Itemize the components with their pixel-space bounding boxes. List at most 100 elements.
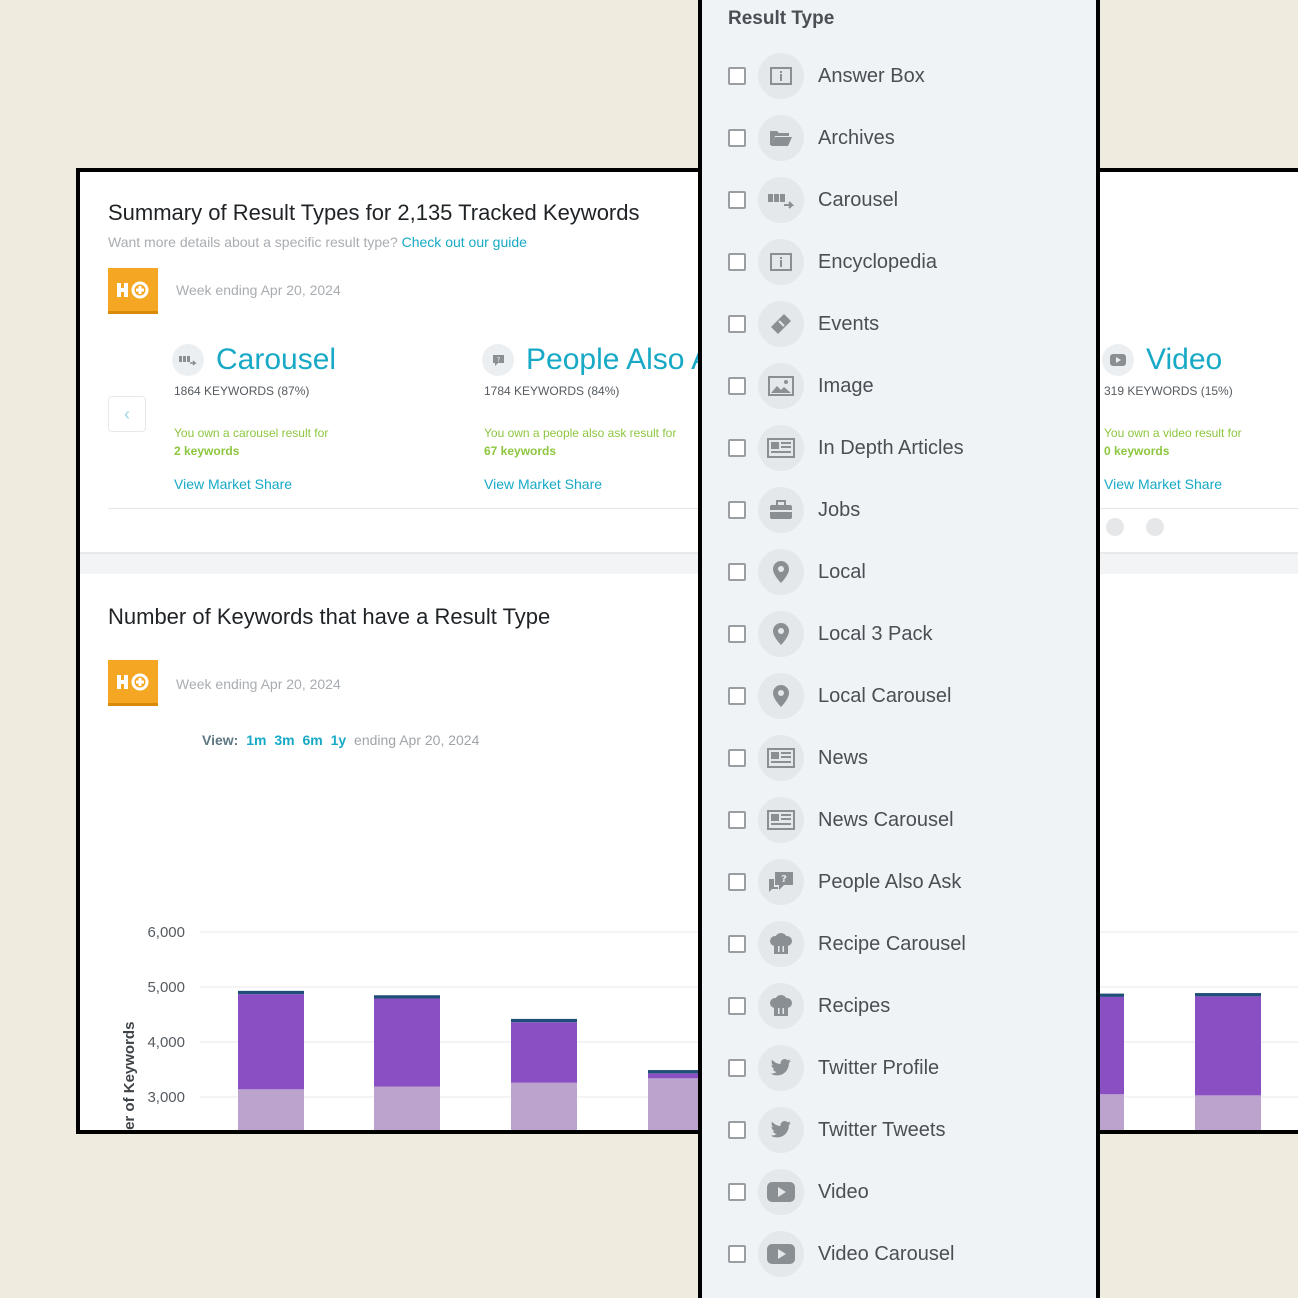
filter-label: News Carousel: [818, 808, 954, 831]
view-6m-button[interactable]: 6m: [302, 732, 323, 748]
filter-label: Recipes: [818, 994, 891, 1017]
filter-checkbox[interactable]: [728, 129, 746, 147]
filter-label: Local Carousel: [818, 684, 952, 707]
guide-link[interactable]: Check out our guide: [401, 234, 527, 250]
carousel-icon: [758, 177, 804, 223]
card-keywords: 319 KEYWORDS (15%): [1104, 384, 1233, 398]
view-3m-button[interactable]: 3m: [274, 732, 295, 748]
filter-checkbox[interactable]: [728, 1059, 746, 1077]
briefcase-icon: [758, 487, 804, 533]
pagination-dot[interactable]: [1146, 518, 1164, 536]
card-title[interactable]: Carousel: [216, 343, 337, 376]
play-icon: [758, 1231, 804, 1277]
filter-checkbox[interactable]: [728, 439, 746, 457]
view-market-share-link[interactable]: View Market Share: [1104, 476, 1223, 492]
play-icon: [758, 1169, 804, 1215]
y-tick-label: 6,000: [147, 924, 185, 941]
view-label: View:: [202, 732, 239, 748]
twitter-icon: [758, 1107, 804, 1153]
carousel-prev-button[interactable]: ‹: [108, 396, 146, 432]
filter-item-archives[interactable]: Archives: [728, 114, 895, 162]
filter-checkbox[interactable]: [728, 191, 746, 209]
bar-segment: [374, 1086, 440, 1130]
newspaper-icon: [758, 735, 804, 781]
filter-item-events[interactable]: Events: [728, 300, 879, 348]
filter-item-carousel[interactable]: Carousel: [728, 176, 898, 224]
section-divider: [80, 552, 1298, 574]
view-market-share-link[interactable]: View Market Share: [174, 476, 293, 492]
filter-item-video-carousel[interactable]: Video Carousel: [728, 1230, 954, 1278]
bar-segment: [511, 1022, 577, 1083]
filter-item-local-carousel[interactable]: Local Carousel: [728, 672, 951, 720]
card-title[interactable]: Video: [1146, 343, 1223, 376]
filter-item-local[interactable]: Local: [728, 548, 866, 596]
pagination-dot[interactable]: [1106, 518, 1124, 536]
filter-checkbox[interactable]: [728, 749, 746, 767]
filter-checkbox[interactable]: [728, 377, 746, 395]
filter-item-people-also-ask[interactable]: ? People Also Ask: [728, 858, 961, 906]
card-own-count: 2 keywords: [174, 444, 240, 458]
bar-segment: [648, 1070, 714, 1074]
filter-label: Local 3 Pack: [818, 622, 933, 645]
view-1m-button[interactable]: 1m: [246, 732, 267, 748]
filter-label: Events: [818, 312, 880, 335]
filter-item-video[interactable]: Video: [728, 1168, 869, 1216]
ticket-icon: [758, 301, 804, 347]
filter-checkbox[interactable]: [728, 67, 746, 85]
filter-checkbox[interactable]: [728, 563, 746, 581]
card-keywords: 1784 KEYWORDS (84%): [484, 384, 620, 398]
twitter-icon: [758, 1045, 804, 1091]
carousel-icon: [172, 344, 204, 376]
info-icon: [758, 239, 804, 285]
view-market-share-link[interactable]: View Market Share: [484, 476, 603, 492]
filter-checkbox[interactable]: [728, 625, 746, 643]
keywords-week: Week ending Apr 20, 2024: [176, 676, 341, 692]
filter-checkbox[interactable]: [728, 315, 746, 333]
filter-checkbox[interactable]: [728, 935, 746, 953]
filter-item-encyclopedia[interactable]: Encyclopedia: [728, 238, 937, 286]
bar-segment: [238, 1089, 304, 1130]
filter-item-news[interactable]: News: [728, 734, 868, 782]
filter-item-news-carousel[interactable]: News Carousel: [728, 796, 954, 844]
y-axis-label: Number of Keywords: [121, 1022, 138, 1134]
filter-checkbox[interactable]: [728, 1183, 746, 1201]
filter-item-image[interactable]: Image: [728, 362, 874, 410]
y-tick-label: 4,000: [147, 1034, 185, 1051]
card-own-text: You own a video result for: [1104, 426, 1242, 440]
image-icon: [758, 363, 804, 409]
keywords-title: Number of Keywords that have a Result Ty…: [108, 604, 551, 629]
card-own-text: You own a carousel result for: [174, 426, 329, 440]
filter-item-twitter-tweets[interactable]: Twitter Tweets: [728, 1106, 945, 1154]
filter-checkbox[interactable]: [728, 811, 746, 829]
filter-checkbox[interactable]: [728, 253, 746, 271]
filter-label: In Depth Articles: [818, 436, 964, 459]
filter-item-recipe-carousel[interactable]: Recipe Carousel: [728, 920, 966, 968]
summary-title: Summary of Result Types for 2,135 Tracke…: [108, 200, 640, 225]
filter-checkbox[interactable]: [728, 1121, 746, 1139]
chef-hat-icon: [758, 983, 804, 1029]
filter-item-recipes[interactable]: Recipes: [728, 982, 890, 1030]
filter-checkbox[interactable]: [728, 1245, 746, 1263]
result-type-filter-panel: Result Type Answer Box Archives Carousel En…: [698, 0, 1100, 1298]
filter-checkbox[interactable]: [728, 687, 746, 705]
filter-checkbox[interactable]: [728, 997, 746, 1015]
map-pin-icon: [758, 673, 804, 719]
filter-checkbox[interactable]: [728, 501, 746, 519]
filter-label: Video Carousel: [818, 1242, 955, 1265]
filter-item-twitter-profile[interactable]: Twitter Profile: [728, 1044, 939, 1092]
card-own-count: 67 keywords: [484, 444, 557, 458]
summary-section: Summary of Result Types for 2,135 Tracke…: [80, 172, 1298, 552]
bar-segment: [1195, 996, 1261, 1096]
filter-item-local-3-pack[interactable]: Local 3 Pack: [728, 610, 933, 658]
filter-checkbox[interactable]: [728, 873, 746, 891]
filter-label: Jobs: [818, 498, 861, 521]
bar-segment: [238, 994, 304, 1090]
bar-segment: [374, 998, 440, 1087]
filter-label: Carousel: [818, 188, 899, 211]
filter-label: Local: [818, 560, 866, 583]
filter-item-in-depth-articles[interactable]: In Depth Articles: [728, 424, 964, 472]
card-own-text: You own a people also ask result for: [484, 426, 677, 440]
filter-item-answer-box[interactable]: Answer Box: [728, 52, 925, 100]
view-1y-button[interactable]: 1y: [330, 732, 347, 748]
filter-item-jobs[interactable]: Jobs: [728, 486, 860, 534]
